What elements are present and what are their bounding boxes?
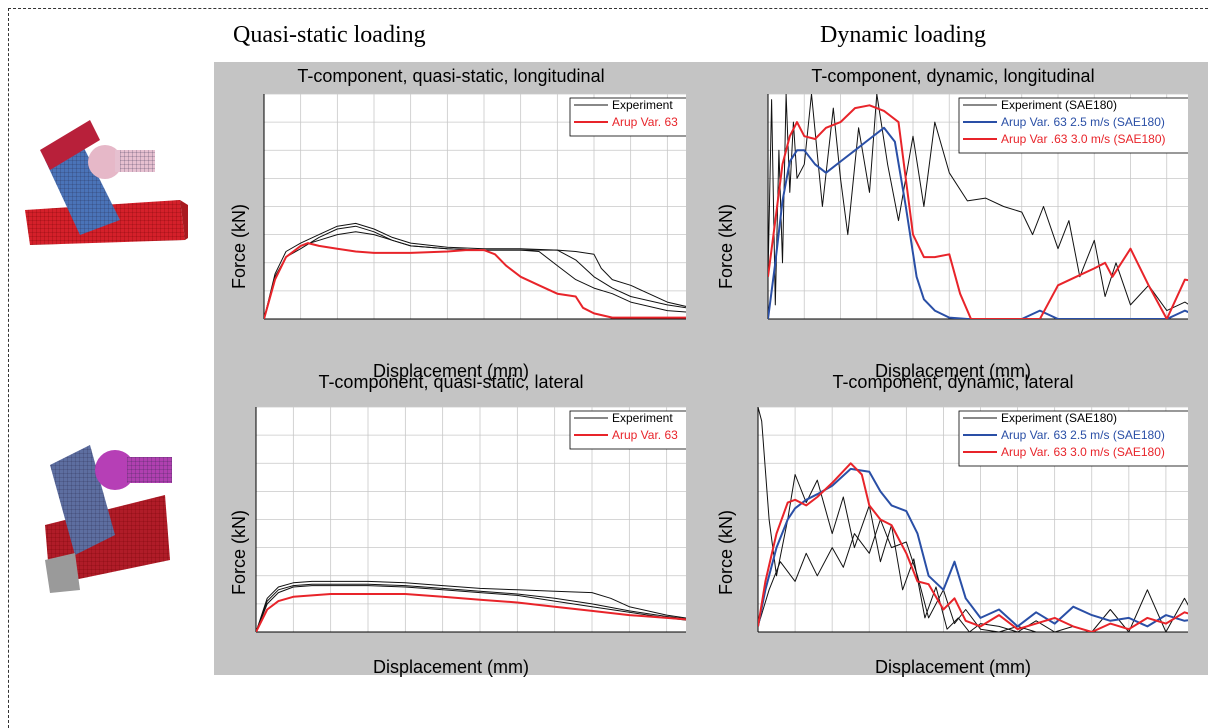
chart-title: T-component, dynamic, lateral <box>832 372 1074 392</box>
fe-model-longitudinal <box>25 120 188 245</box>
series-line-1 <box>758 519 1188 632</box>
chart-title: T-component, quasi-static, lateral <box>318 372 584 392</box>
chart-dyn-longitudinal: T-component, dynamic, longitudinal Exper… <box>716 64 1188 381</box>
legend-label: Arup Var. 63 2.5 m/s (SAE180) <box>1001 428 1165 442</box>
series-line-2 <box>758 467 1188 628</box>
series-line-1 <box>256 585 686 632</box>
heading-quasi-static: Quasi-static loading <box>233 22 426 48</box>
fe-model-lateral <box>45 445 172 593</box>
dashed-frame <box>8 8 1208 728</box>
series-line-0 <box>256 580 686 632</box>
chart-svg: Experiment Arup Var. 63 <box>255 406 686 633</box>
series-line-3 <box>256 593 686 632</box>
legend-label: Experiment <box>612 98 673 112</box>
chart-qs-lateral: T-component, quasi-static, lateral Exper… <box>216 370 686 677</box>
series-line-1 <box>264 222 686 319</box>
legend-box <box>569 410 686 450</box>
legend-box <box>958 410 1188 467</box>
legend-label: Arup Var. 63 <box>612 428 678 442</box>
y-axis-label: Force (kN) <box>716 510 736 595</box>
legend-label: Arup Var. 63 <box>612 115 678 129</box>
legend-label: Arup Var. 63 2.5 m/s (SAE180) <box>1001 115 1165 129</box>
x-axis-label: Displacement (mm) <box>372 361 530 381</box>
y-axis-label: Force (kN) <box>229 204 249 289</box>
chart-title: T-component, dynamic, longitudinal <box>811 66 1095 86</box>
series-line-2 <box>768 104 1188 319</box>
legend-box <box>569 97 686 137</box>
chart-dyn-lateral: T-component, dynamic, lateral Experiment… <box>716 370 1188 677</box>
y-axis-label: Force (kN) <box>229 510 249 595</box>
series-line-2 <box>256 583 686 632</box>
legend-label: Experiment <box>612 411 673 425</box>
x-axis-label: Displacement (mm) <box>874 361 1032 381</box>
x-axis-label: Displacement (mm) <box>372 657 530 677</box>
chart-svg: Experiment Arup Var. 63 <box>263 93 686 320</box>
x-axis-label: Displacement (mm) <box>874 657 1032 677</box>
chart-title: T-component, quasi-static, longitudinal <box>297 66 605 86</box>
series-line-1 <box>768 126 1188 319</box>
legend-label: Experiment (SAE180) <box>1001 411 1117 425</box>
series-line-3 <box>758 462 1188 632</box>
legend-box <box>958 97 1188 154</box>
legend-label: Experiment (SAE180) <box>1001 98 1117 112</box>
chart-qs-longitudinal: T-component, quasi-static, longitudinal … <box>216 64 686 381</box>
series-line-0 <box>758 407 1188 632</box>
y-axis-label: Force (kN) <box>716 204 736 289</box>
series-line-3 <box>264 242 686 319</box>
chart-svg: Experiment (SAE180) Arup Var. 63 2.5 m/s … <box>757 406 1188 633</box>
legend-label: Arup Var .63 3.0 m/s (SAE180) <box>1001 132 1166 146</box>
series-line-0 <box>768 94 1188 312</box>
chart-svg: Experiment (SAE180) Arup Var. 63 2.5 m/s … <box>767 93 1188 320</box>
legend-label: Arup Var. 63 3.0 m/s (SAE180) <box>1001 445 1165 459</box>
heading-dynamic: Dynamic loading <box>820 22 986 48</box>
